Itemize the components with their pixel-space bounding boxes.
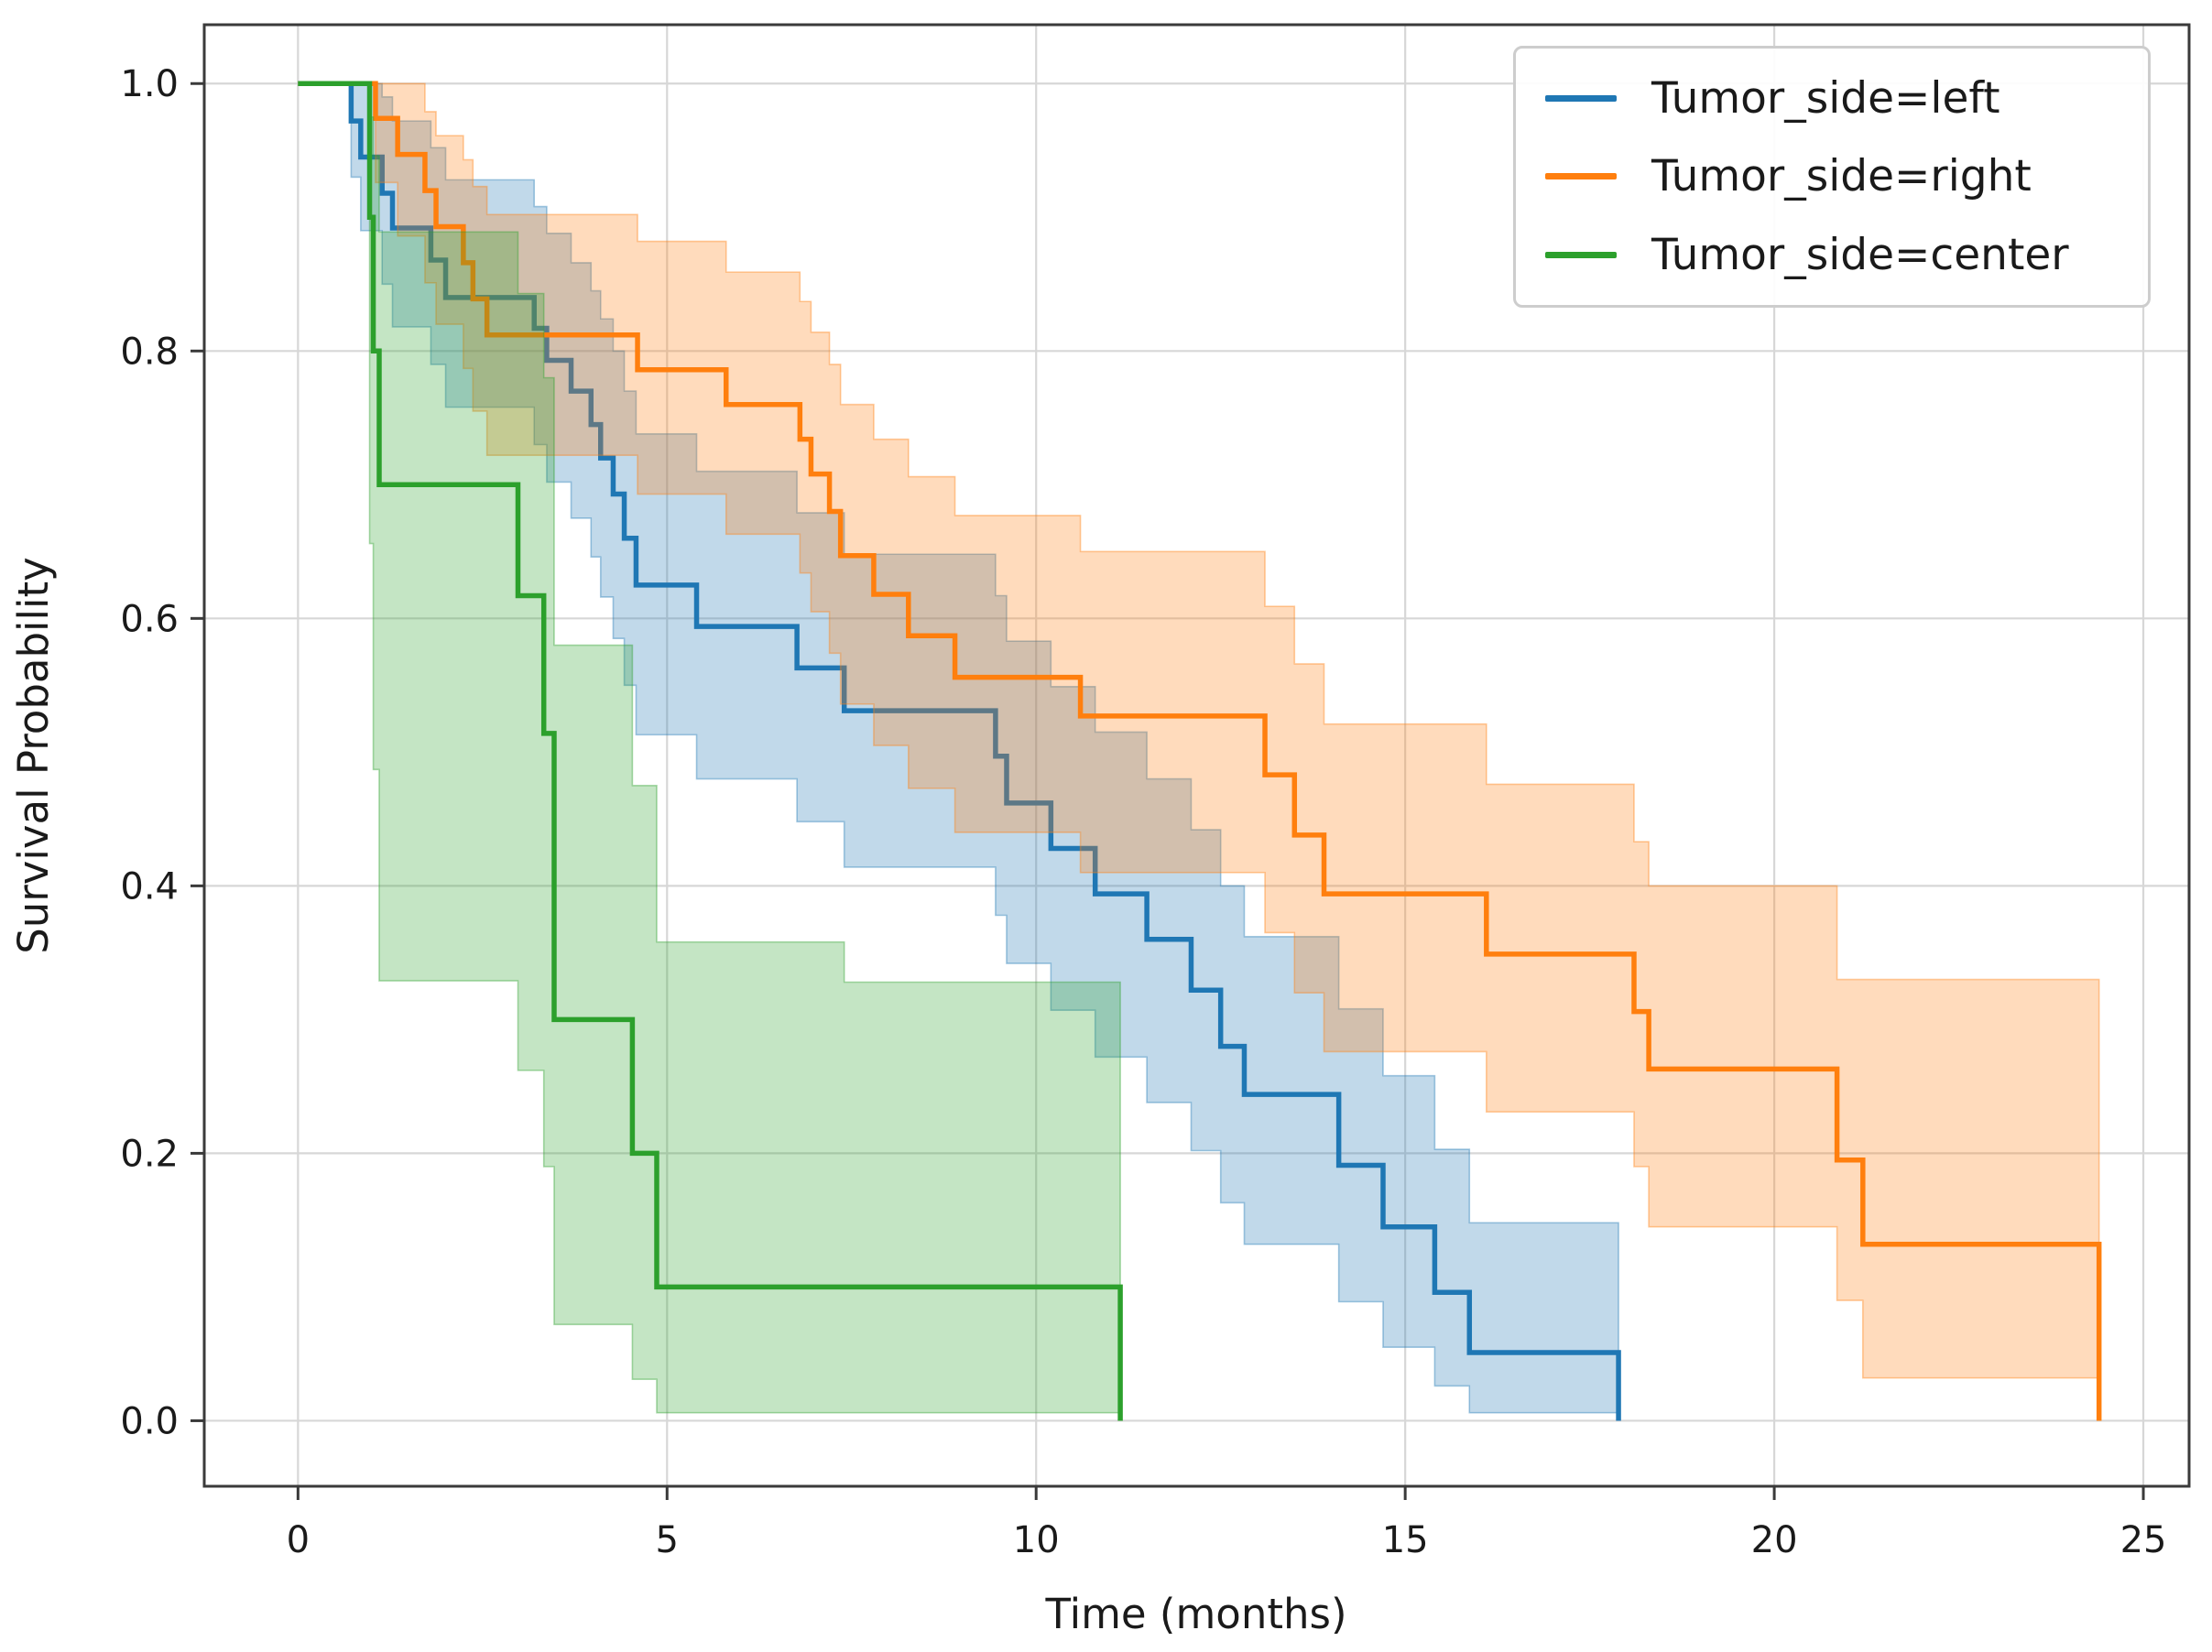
plot-border bbox=[202, 23, 2191, 1488]
legend: Tumor_side=left Tumor_side=right Tumor_s… bbox=[1513, 46, 2151, 308]
x-tick-label: 25 bbox=[2120, 1519, 2167, 1561]
survival-curves-and-bands bbox=[298, 81, 2102, 1421]
survival-curve-right bbox=[298, 81, 2102, 1421]
ci-band-left bbox=[350, 82, 1619, 1414]
y-tick-label: 0.2 bbox=[120, 1133, 179, 1175]
legend-swatch-center-icon bbox=[1545, 251, 1617, 258]
x-tick-label: 15 bbox=[1382, 1519, 1429, 1561]
ci-band-center bbox=[368, 115, 1121, 1414]
y-tick-label: 1.0 bbox=[120, 63, 179, 105]
legend-label-right: Tumor_side=right bbox=[1651, 151, 2032, 202]
y-tick-label: 0.8 bbox=[120, 331, 179, 373]
legend-label-center: Tumor_side=center bbox=[1651, 229, 2069, 280]
legend-swatch-left-icon bbox=[1545, 95, 1617, 103]
legend-label-left: Tumor_side=left bbox=[1651, 73, 2000, 125]
legend-swatch-right-icon bbox=[1545, 173, 1617, 180]
axes-spines bbox=[202, 23, 2191, 1488]
survival-curve-center bbox=[298, 81, 1123, 1421]
x-tick-label: 5 bbox=[656, 1519, 679, 1561]
legend-item-left: Tumor_side=left bbox=[1516, 77, 2148, 120]
legend-item-center: Tumor_side=center bbox=[1516, 234, 2148, 277]
y-tick-label: 0.6 bbox=[120, 598, 179, 640]
x-axis-label: Time (months) bbox=[1044, 1590, 1346, 1638]
axis-ticks: 0 5 10 15 20 25 0.0 0.2 0.4 0.6 0.8 1.0 bbox=[120, 63, 2166, 1561]
y-tick-label: 0.0 bbox=[120, 1400, 179, 1442]
y-tick-label: 0.4 bbox=[120, 865, 179, 908]
ci-band-right bbox=[375, 82, 2100, 1379]
legend-item-right: Tumor_side=right bbox=[1516, 155, 2148, 198]
y-axis-label: Survival Probability bbox=[9, 557, 58, 954]
x-tick-label: 0 bbox=[287, 1519, 310, 1561]
x-tick-label: 10 bbox=[1013, 1519, 1060, 1561]
x-tick-label: 20 bbox=[1751, 1519, 1798, 1561]
survival-curve-left bbox=[298, 81, 1621, 1421]
